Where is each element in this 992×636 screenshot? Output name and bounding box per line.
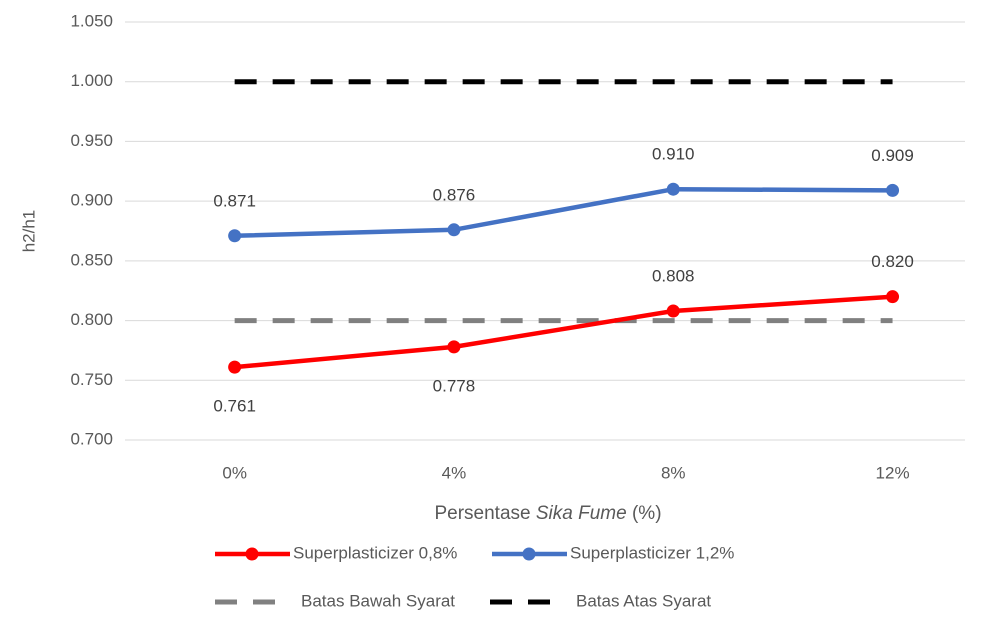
legend-marker <box>245 547 259 561</box>
data-point <box>666 304 680 318</box>
data-point <box>447 223 461 237</box>
y-tick-label: 1.050 <box>70 11 113 30</box>
series-line <box>234 294 893 370</box>
data-point <box>447 340 461 354</box>
data-label: 0.871 <box>213 191 256 210</box>
data-point <box>886 290 900 304</box>
data-label: 0.820 <box>871 252 914 271</box>
data-point <box>228 229 242 243</box>
x-axis-title: Persentase Sika Fume (%) <box>434 503 661 524</box>
legend-label: Superplasticizer 1,2% <box>570 543 734 562</box>
y-tick-label: 0.800 <box>70 310 113 329</box>
data-label: 0.761 <box>213 397 256 416</box>
y-tick-label: 0.850 <box>70 250 113 269</box>
x-tick-label: 12% <box>876 463 910 482</box>
x-tick-label: 4% <box>442 463 467 482</box>
y-tick-label: 0.950 <box>70 131 113 150</box>
data-label: 0.909 <box>871 146 914 165</box>
legend-label: Batas Bawah Syarat <box>301 591 455 610</box>
data-point <box>886 183 900 197</box>
legend-marker <box>522 547 536 561</box>
x-tick-label: 0% <box>222 463 247 482</box>
data-point <box>228 360 242 374</box>
legend-label: Superplasticizer 0,8% <box>293 543 457 562</box>
y-tick-label: 0.700 <box>70 429 113 448</box>
data-label: 0.808 <box>652 267 695 286</box>
x-tick-label: 8% <box>661 463 686 482</box>
y-axis-title: h2/h1 <box>19 210 38 253</box>
y-tick-label: 1.000 <box>70 71 113 90</box>
data-label: 0.876 <box>433 185 476 204</box>
data-point <box>666 182 680 196</box>
legend-label: Batas Atas Syarat <box>576 591 711 610</box>
data-label: 0.778 <box>433 376 476 395</box>
data-label: 0.910 <box>652 145 695 164</box>
series-line <box>234 186 893 239</box>
y-tick-label: 0.900 <box>70 191 113 210</box>
y-tick-label: 0.750 <box>70 370 113 389</box>
